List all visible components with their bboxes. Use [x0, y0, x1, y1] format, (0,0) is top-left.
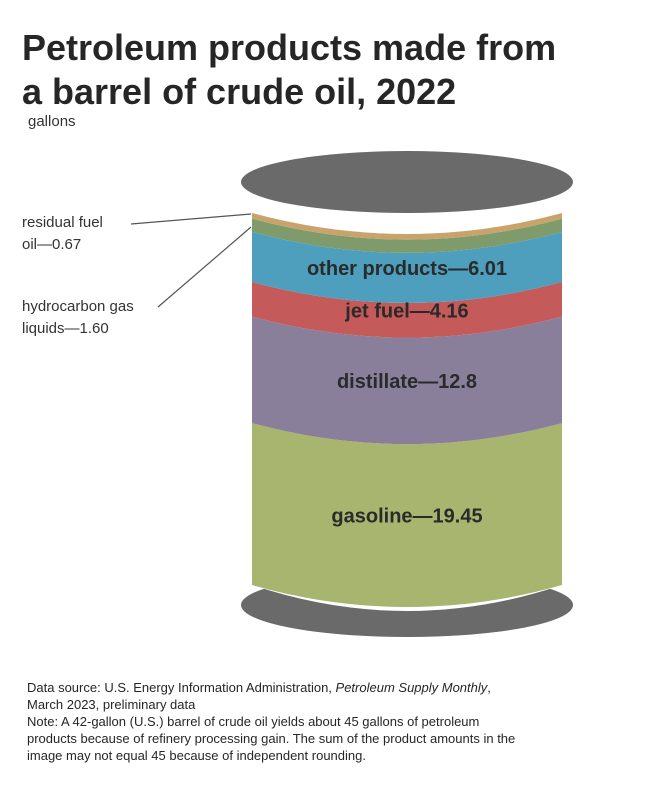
segment-label-gasoline: gasoline—19.45 — [331, 505, 482, 527]
segment-residual-fuel-oil — [252, 213, 562, 240]
segment-label-distillate: distillate—12.8 — [337, 371, 477, 393]
segment-hydrocarbon-gas-liquids — [252, 218, 562, 253]
segment-jet-fuel — [252, 281, 562, 338]
source-line-2: March 2023, preliminary data — [27, 697, 196, 712]
source-suffix: , — [487, 680, 491, 695]
source-publication: Petroleum Supply Monthly — [335, 680, 488, 695]
segment-other-products — [252, 231, 562, 303]
hgl-leader-line — [157, 226, 252, 308]
hgl-callout-line-2: liquids—1.60 — [22, 320, 109, 337]
title-line-2: a barrel of crude oil, 2022 — [22, 71, 457, 112]
barrel-top-lid — [241, 151, 573, 213]
chart-title: Petroleum products made from a barrel of… — [22, 26, 632, 114]
segment-label-jet-fuel: jet fuel—4.16 — [344, 301, 468, 323]
note-line-3: image may not equal 45 because of indepe… — [27, 748, 366, 763]
hgl-callout-line-1: hydrocarbon gas — [22, 298, 134, 315]
residual-fuel-callout: residual fuel oil—0.67 — [22, 212, 103, 256]
segment-label-other-products: other products—6.01 — [307, 258, 507, 280]
note-line-2: products because of refinery processing … — [27, 731, 516, 746]
barrel-bottom-rim — [252, 583, 562, 611]
data-source-note: Data source: U.S. Energy Information Adm… — [27, 679, 627, 764]
source-prefix: Data source: U.S. Energy Information Adm… — [27, 680, 336, 695]
note-line-1: Note: A 42-gallon (U.S.) barrel of crude… — [27, 714, 480, 729]
residual-leader-line — [130, 213, 252, 225]
segment-gasoline — [252, 423, 562, 607]
unit-label: gallons — [28, 113, 76, 130]
segment-distillate — [252, 316, 562, 445]
residual-callout-line-2: oil—0.67 — [22, 236, 82, 253]
title-line-1: Petroleum products made from — [22, 27, 557, 68]
residual-callout-line-1: residual fuel — [22, 214, 103, 231]
hgl-callout: hydrocarbon gas liquids—1.60 — [22, 296, 134, 340]
